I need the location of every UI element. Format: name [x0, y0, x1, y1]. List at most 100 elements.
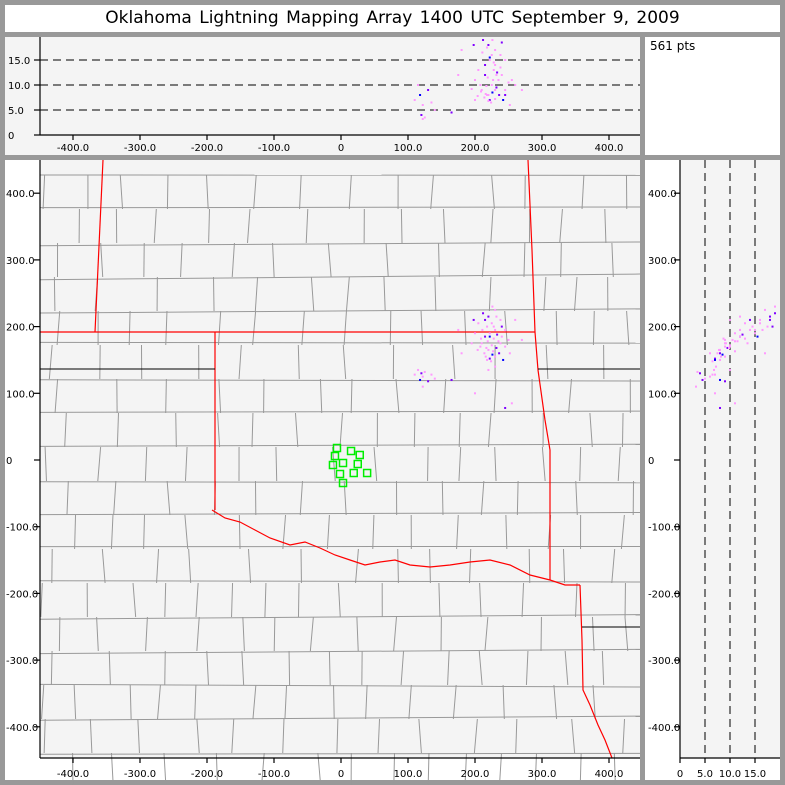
- source-point-plan: [500, 335, 503, 338]
- right-y-tick-label: 400.0: [648, 189, 677, 200]
- source-point-ns: [721, 353, 724, 356]
- county-line: [231, 718, 235, 754]
- county-line: [297, 344, 300, 380]
- source-point-ns: [731, 338, 734, 341]
- source-point-altitude: [480, 89, 483, 91]
- source-point-plan: [495, 346, 498, 349]
- source-point-plan: [508, 352, 511, 355]
- source-point-ns: [709, 375, 711, 378]
- county-line: [39, 715, 641, 721]
- county-line: [39, 512, 641, 516]
- county-line: [213, 276, 215, 312]
- source-point-plan: [479, 345, 482, 348]
- source-point-plan: [494, 308, 497, 311]
- source-point-altitude: [486, 76, 489, 79]
- source-point-altitude: [477, 69, 480, 71]
- source-point-altitude: [488, 56, 491, 59]
- source-point-ns: [754, 328, 756, 331]
- county-line: [528, 548, 531, 584]
- county-line: [622, 718, 626, 754]
- county-line: [464, 310, 467, 346]
- source-point-altitude: [457, 74, 460, 76]
- station-marker: [335, 469, 345, 479]
- county-line: [336, 718, 339, 754]
- source-point-altitude: [430, 101, 433, 104]
- county-line: [242, 616, 245, 652]
- map-y-tick-label: -300.0: [6, 656, 38, 667]
- source-point-plan: [488, 335, 491, 338]
- source-point-altitude: [423, 116, 426, 119]
- county-line: [218, 378, 222, 414]
- source-point-ns: [724, 345, 726, 348]
- source-point-ns: [756, 335, 759, 338]
- source-point-plan: [507, 338, 510, 341]
- right-y-tick-label: -200.0: [648, 589, 680, 600]
- county-line: [345, 276, 350, 312]
- county-line: [39, 683, 641, 688]
- right-y-tick-label: -100.0: [648, 523, 680, 534]
- county-line: [253, 174, 257, 210]
- info-box: 561 pts: [645, 37, 780, 155]
- top-x-tick-label: 400.0: [595, 143, 624, 154]
- source-point-altitude: [499, 54, 502, 56]
- source-point-ns: [719, 378, 721, 381]
- county-line: [620, 514, 625, 550]
- county-line: [188, 548, 192, 584]
- source-point-ns: [774, 312, 776, 315]
- source-point-plan: [504, 406, 507, 409]
- source-point-ns: [696, 370, 699, 373]
- source-point-altitude: [494, 98, 497, 100]
- source-point-altitude: [421, 118, 424, 120]
- source-point-ns: [739, 328, 741, 331]
- county-line: [39, 241, 641, 247]
- county-line: [515, 718, 518, 754]
- source-point-altitude: [488, 59, 491, 61]
- county-line: [442, 208, 446, 244]
- county-line: [575, 480, 578, 516]
- source-point-plan: [413, 373, 416, 376]
- map-x-tick-label: 200.0: [461, 769, 490, 780]
- county-line: [523, 242, 526, 278]
- source-point-plan: [419, 378, 422, 381]
- map-y-tick-label: 300.0: [6, 256, 35, 267]
- source-point-plan: [423, 370, 426, 373]
- source-point-plan: [487, 315, 490, 318]
- county-line: [194, 684, 197, 720]
- county-line: [560, 242, 562, 278]
- map-x-tick-label: 300.0: [528, 769, 557, 780]
- source-point-plan: [494, 328, 497, 331]
- county-line: [545, 344, 549, 380]
- source-point-altitude: [492, 79, 495, 81]
- county-line: [328, 650, 331, 686]
- source-point-plan: [490, 322, 493, 325]
- source-point-altitude: [417, 84, 420, 86]
- ok-east-border: [527, 159, 551, 580]
- county-line: [481, 242, 486, 278]
- source-point-plan: [494, 365, 497, 368]
- county-line: [488, 276, 492, 312]
- station-marker: [362, 468, 372, 478]
- county-line: [39, 206, 641, 209]
- source-point-altitude: [490, 84, 493, 86]
- county-line: [132, 582, 137, 618]
- source-point-altitude: [496, 71, 499, 74]
- source-point-altitude: [487, 94, 490, 96]
- county-line: [452, 344, 456, 380]
- source-point-altitude: [495, 86, 498, 89]
- county-line: [164, 582, 167, 618]
- source-point-altitude: [413, 99, 416, 101]
- county-line: [129, 684, 132, 720]
- source-point-ns: [716, 352, 719, 355]
- source-point-altitude: [508, 104, 511, 106]
- source-point-plan: [497, 340, 500, 343]
- county-line: [592, 684, 596, 720]
- map-y-tick-label: -400.0: [6, 723, 38, 734]
- county-line: [42, 174, 46, 210]
- source-point-altitude: [504, 89, 507, 91]
- county-line: [494, 446, 497, 482]
- station-marker: [353, 459, 362, 469]
- source-point-ns: [724, 380, 726, 383]
- map-y-tick-label: 400.0: [6, 189, 35, 200]
- county-line: [39, 308, 641, 314]
- county-line: [319, 378, 323, 414]
